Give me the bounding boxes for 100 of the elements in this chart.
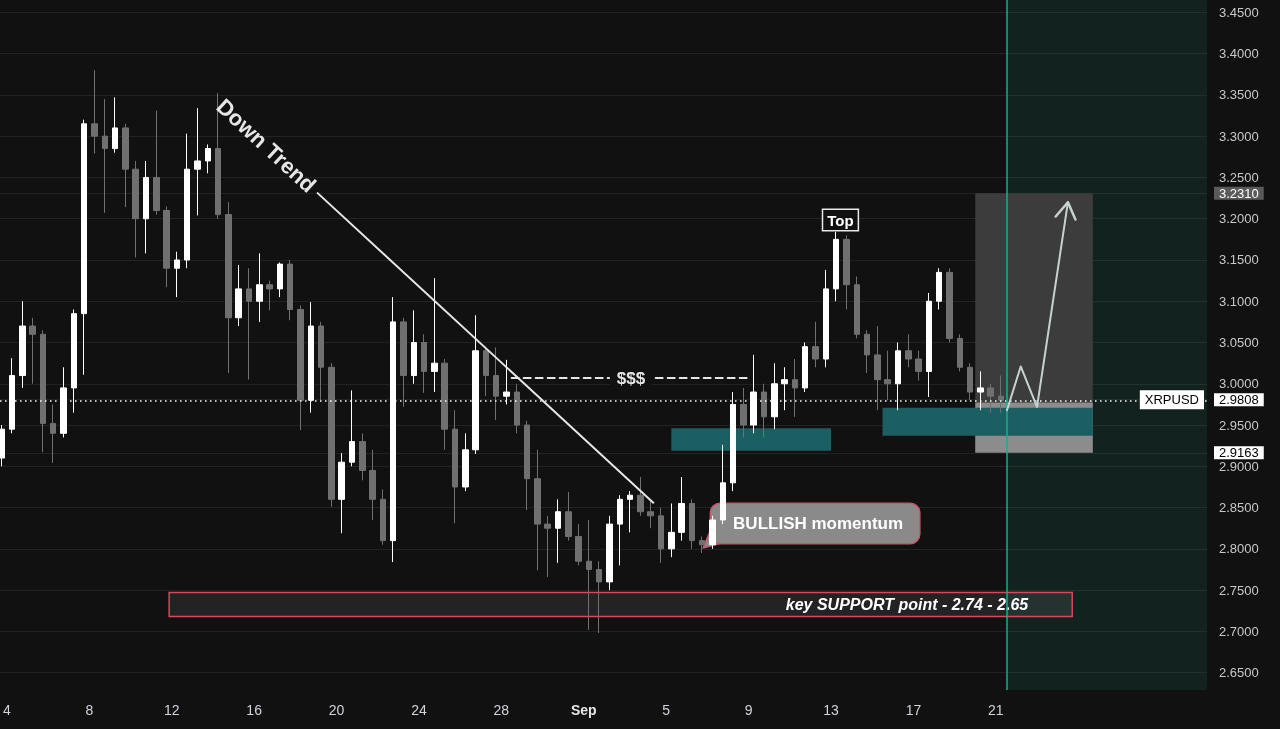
candlestick (91, 69, 98, 155)
candlestick (544, 515, 551, 578)
candlestick (153, 110, 160, 216)
candlestick (946, 267, 953, 344)
x-tick-label: 4 (2, 702, 11, 718)
candlestick (441, 358, 448, 451)
candlestick (689, 498, 695, 550)
candlestick (483, 346, 489, 397)
candlestick (812, 321, 819, 368)
candlestick (287, 259, 293, 321)
y-tick-label: 3.4000 (1219, 46, 1259, 62)
y-tick-label: 3.1500 (1219, 252, 1259, 268)
candlestick (297, 304, 304, 431)
candlestick (823, 269, 829, 368)
x-tick-label: Sep (570, 702, 597, 718)
candlestick (596, 560, 602, 634)
candlestick (524, 420, 530, 511)
candlestick (647, 500, 654, 529)
candlestick (328, 362, 335, 508)
candlestick (761, 383, 767, 438)
candlestick (874, 325, 881, 411)
candlestick (905, 333, 912, 368)
annotation: BULLISH momentum (733, 514, 904, 534)
candlestick (637, 476, 644, 517)
candlestick (678, 476, 685, 542)
y-tick-label: 2.8500 (1219, 500, 1259, 516)
candlestick (586, 519, 592, 631)
candlestick (658, 507, 664, 564)
candlestick (338, 452, 345, 534)
candlestick (0, 424, 5, 467)
candlestick (132, 160, 139, 259)
candlestick (318, 321, 324, 401)
candlestick (555, 498, 561, 564)
y-tick-label: 3.3500 (1219, 87, 1259, 103)
candlestick (50, 403, 56, 464)
candlestick (617, 494, 623, 566)
candlestick (957, 333, 963, 372)
candlestick (720, 444, 726, 525)
y-tick-label: 3.3000 (1219, 128, 1259, 144)
ref-line-label: XRPUSD (1144, 392, 1199, 408)
series-label: $$$ (616, 368, 646, 388)
y-tick-label: 3.2310 (1219, 185, 1259, 201)
candlestick (411, 309, 417, 385)
x-tick-label: 17 (905, 702, 922, 718)
candlestick (359, 432, 366, 481)
candlestick (174, 251, 180, 298)
candlestick (854, 276, 860, 339)
candlestick (380, 488, 386, 546)
candlestick (19, 300, 26, 389)
y-tick-label: 3.0500 (1219, 335, 1259, 351)
candlestick (936, 267, 942, 311)
candlestick (369, 449, 376, 521)
candlestick (277, 261, 283, 298)
candlestick (565, 491, 572, 542)
y-tick-label: 2.7500 (1219, 582, 1259, 598)
candlestick (967, 362, 973, 401)
candlestick (256, 252, 263, 323)
candlestick (740, 387, 747, 438)
candlestick (40, 329, 46, 453)
candlestick (29, 317, 36, 385)
candlestick (81, 119, 87, 376)
candlestick (699, 535, 705, 554)
candlestick (668, 502, 675, 558)
candlestick (802, 342, 808, 393)
candlestick (452, 409, 458, 524)
y-tick-label: 2.8000 (1219, 541, 1259, 557)
x-tick-label: 8 (85, 702, 94, 718)
candlestick (792, 358, 798, 418)
y-tick-label: 3.2000 (1219, 211, 1259, 227)
candlestick (266, 280, 273, 311)
candlestick (833, 231, 839, 302)
y-tick-label: 3.2500 (1219, 169, 1259, 185)
x-tick-label: 16 (246, 702, 263, 718)
y-tick-label: 2.7000 (1219, 623, 1259, 639)
x-tick-label: 28 (493, 702, 510, 718)
x-tick-label: 13 (823, 702, 839, 718)
candlestick (998, 375, 1004, 414)
x-tick-label: 9 (744, 702, 753, 718)
candlestick (143, 160, 149, 254)
candlestick (514, 383, 520, 434)
candlestick (534, 449, 541, 571)
candlestick (884, 350, 891, 401)
candlestick (122, 123, 129, 208)
x-tick-label: 21 (988, 702, 1004, 718)
candlestick (225, 201, 232, 374)
x-tick-label: 24 (411, 702, 427, 718)
candlestick (606, 515, 613, 591)
y-tick-label: 3.0000 (1219, 376, 1259, 392)
annotation: Top (827, 211, 854, 229)
candlestick (926, 292, 932, 398)
candlestick (400, 317, 407, 408)
x-tick-label: 12 (163, 702, 180, 718)
candlestick (421, 333, 427, 394)
y-tick-label: 3.4500 (1219, 4, 1259, 20)
y-tick-label: 2.6500 (1219, 665, 1259, 681)
y-tick-label: 2.9000 (1219, 458, 1259, 474)
candlestick (462, 432, 469, 492)
candlestick (431, 277, 438, 393)
x-tick-label: 5 (662, 702, 671, 718)
candlestick (987, 383, 994, 414)
